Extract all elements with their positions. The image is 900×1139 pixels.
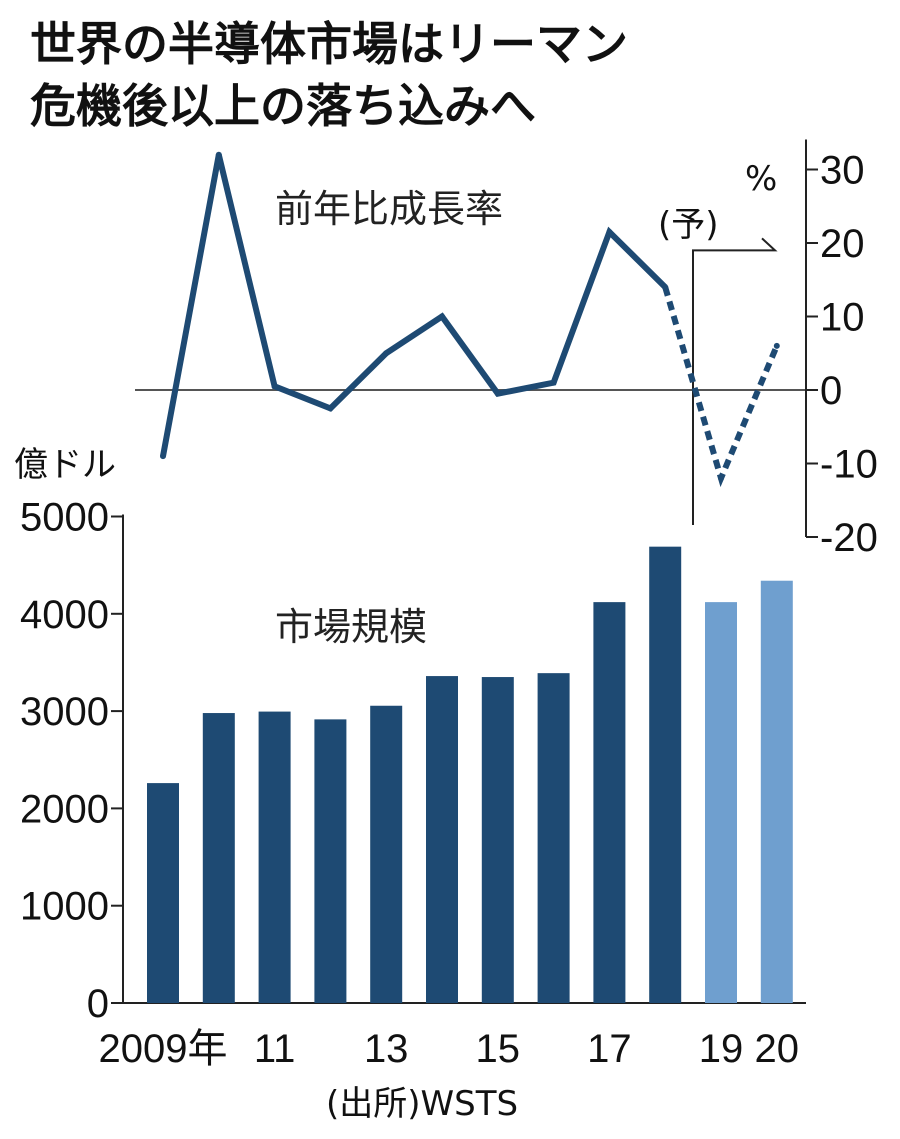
market-size-unit: 億ドル (14, 445, 116, 485)
market-size-bar (370, 705, 403, 1003)
x-tick-label: 17 (587, 1027, 632, 1071)
growth-rate-point (606, 228, 613, 235)
growth-rate-y-tick-label: -10 (820, 443, 878, 487)
growth-rate-point (550, 379, 557, 386)
growth-rate-unit: % (745, 159, 777, 199)
growth-rate-point (662, 284, 669, 291)
growth-rate-y-tick-label: -20 (820, 516, 878, 560)
forecast-note: (予) (658, 205, 719, 245)
market-size-y-tick-label: 0 (87, 982, 109, 1026)
market-size-bar (593, 602, 626, 1003)
growth-rate-y-tick-label: 0 (820, 369, 842, 413)
growth-rate-point (773, 342, 780, 349)
growth-rate-chart: 前年比成長率 (予) % 30 20 10 0 -10 -20 (135, 139, 878, 560)
x-tick-label: 11 (254, 1027, 296, 1071)
growth-rate-point (327, 405, 334, 412)
growth-rate-y-tick-label: 30 (820, 149, 865, 193)
growth-rate-point (215, 151, 222, 158)
market-size-bar (426, 676, 458, 1003)
growth-rate-point (718, 475, 724, 482)
market-size-bar (314, 719, 347, 1003)
market-size-bar (537, 673, 570, 1003)
forecast-bracket (692, 237, 778, 525)
title-line-2: 危機後以上の落ち込みへ (30, 79, 536, 133)
market-size-bar (258, 711, 291, 1003)
market-size-bar-forecast (760, 580, 793, 1003)
growth-rate-point (383, 350, 390, 357)
title-line-1: 世界の半導体市場はリーマン (30, 17, 628, 71)
market-size-y-tick-label: 1000 (20, 885, 109, 929)
market-size-bar (202, 713, 235, 1003)
x-tick-label: 20 (755, 1027, 800, 1071)
x-tick-label: 2009年 (99, 1027, 228, 1071)
market-size-y-tick-label: 5000 (20, 496, 109, 540)
x-tick-label: 15 (476, 1027, 521, 1071)
market-size-bar (147, 783, 179, 1003)
growth-rate-line-forecast (662, 286, 780, 488)
market-size-y-tick-label: 2000 (20, 787, 109, 831)
growth-rate-line-actual (160, 154, 668, 457)
x-tick-label: 13 (364, 1027, 409, 1071)
market-size-title: 市場規模 (275, 605, 427, 649)
growth-rate-y-tick-label: 20 (820, 222, 865, 266)
market-size-bar (481, 677, 514, 1003)
growth-rate-point (271, 383, 278, 390)
growth-rate-title: 前年比成長率 (275, 187, 503, 231)
market-size-bar (649, 546, 682, 1003)
growth-rate-y-tick-label: 10 (820, 296, 865, 340)
title: 世界の半導体市場はリーマン 危機後以上の落ち込みへ (30, 17, 628, 133)
market-size-bar-forecast (705, 602, 737, 1003)
growth-rate-point (439, 313, 445, 320)
x-tick-label: 19 (699, 1027, 744, 1071)
market-size-y-tick-label: 3000 (20, 690, 109, 734)
market-size-y-tick-label: 4000 (20, 593, 109, 637)
growth-rate-point (160, 453, 166, 460)
growth-rate-point (494, 390, 501, 397)
source-note: (出所)WSTS (326, 1084, 518, 1124)
